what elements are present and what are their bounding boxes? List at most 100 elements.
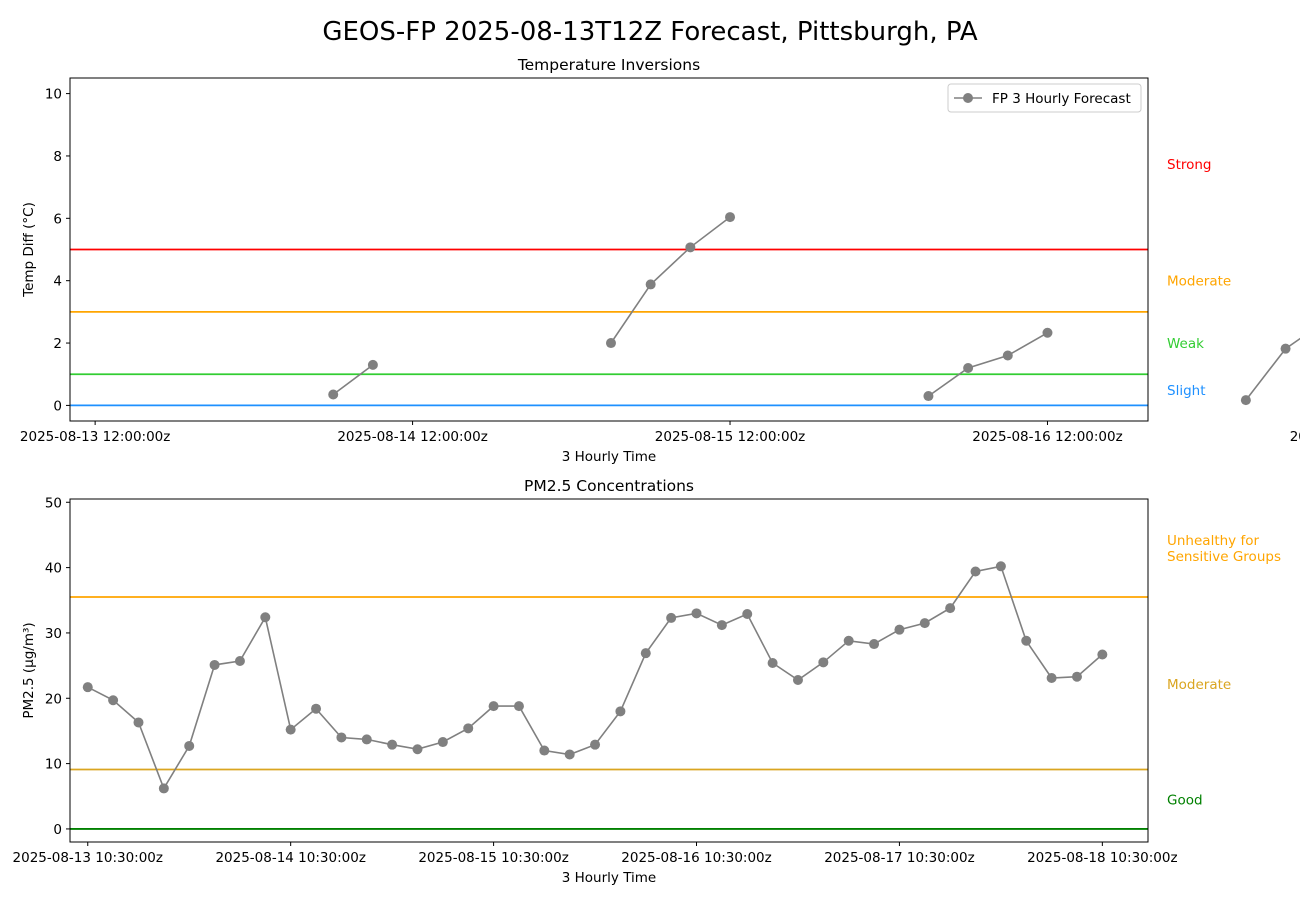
legend: FP 3 Hourly Forecast [947, 83, 1142, 113]
x-axis-label: 3 Hourly Time [562, 449, 656, 465]
series-line-segment [610, 216, 731, 344]
data-point [1046, 673, 1057, 684]
x-tick-label: 2025-08-18 10:30:00z [1027, 850, 1177, 866]
y-tick-label: 40 [45, 561, 62, 577]
data-point [108, 695, 119, 706]
data-point [1002, 350, 1013, 361]
legend-entry-label: FP 3 Hourly Forecast [992, 91, 1131, 107]
category-label-line: Unhealthy for [1167, 533, 1259, 549]
data-point [716, 620, 727, 631]
data-point [328, 389, 339, 400]
y-tick-label: 0 [53, 398, 62, 414]
data-point [792, 674, 803, 685]
figure-title: GEOS-FP 2025-08-13T12Z Forecast, Pittsbu… [322, 17, 978, 47]
data-point [590, 739, 601, 750]
category-label-strong: Strong [1167, 157, 1212, 173]
data-point [133, 717, 144, 728]
data-point [742, 608, 753, 619]
category-label-line: Slight [1167, 383, 1206, 399]
data-point [387, 739, 398, 750]
category-label-moderate: Moderate [1167, 274, 1231, 290]
y-tick-label: 8 [53, 149, 62, 165]
category-label-moderate: Moderate [1167, 677, 1231, 693]
data-point [894, 624, 905, 635]
data-point [818, 657, 829, 668]
y-axis-label: PM2.5 (μg/m³) [21, 622, 37, 718]
data-point [158, 783, 169, 794]
data-point [767, 657, 778, 668]
data-point [645, 279, 656, 290]
x-tick-label: 2025-08-14 10:30:00z [215, 850, 365, 866]
y-tick-label: 10 [45, 87, 62, 103]
x-tick-label: 2025-08-17 10:30:00z [824, 850, 974, 866]
category-label-line: Weak [1167, 336, 1204, 352]
y-tick-label: 50 [45, 495, 62, 511]
data-point [564, 749, 575, 760]
category-label-slight: Slight [1167, 383, 1206, 399]
data-point [615, 706, 626, 717]
data-point [513, 701, 524, 712]
data-point [1240, 395, 1251, 406]
data-point [691, 608, 702, 619]
category-label-good: Good [1167, 793, 1203, 809]
chart-title: PM2.5 Concentrations [524, 477, 694, 495]
plot-frame [69, 498, 1149, 843]
data-point [843, 635, 854, 646]
category-label-line: Moderate [1167, 274, 1231, 290]
data-point [412, 744, 423, 755]
x-tick-label: 2025-08-13 12:00:00z [20, 429, 170, 445]
data-point [970, 566, 981, 577]
temperature-inversions-panel: Temperature Inversions 0 2 4 6 8 10 2025-08-13 … [20, 56, 1300, 465]
data-point [184, 740, 195, 751]
pm25-concentrations-panel: PM2.5 Concentrations 0 10 20 30 40 50 2025-08-1… [13, 477, 1281, 886]
x-tick-label: 2025-08-15 12:00:00z [655, 429, 805, 445]
y-tick-label: 10 [45, 757, 62, 773]
data-point [725, 212, 736, 223]
y-tick-label: 0 [53, 822, 62, 838]
x-axis-label: 3 Hourly Time [562, 870, 656, 886]
data-point [463, 723, 474, 734]
data-point [488, 701, 499, 712]
data-point [367, 359, 378, 370]
series-line-segment [1245, 337, 1300, 401]
data-point [869, 639, 880, 650]
data-point [923, 391, 934, 402]
data-point [82, 682, 93, 693]
category-label-unhealthy-for: Unhealthy for Sensitive Groups [1167, 533, 1281, 565]
series-line-segment [927, 332, 1048, 397]
data-point [1021, 635, 1032, 646]
data-point [605, 338, 616, 349]
y-tick-label: 6 [53, 211, 62, 227]
x-tick-label: 2025-08-16 12:00:00z [972, 429, 1122, 445]
category-label-line: Sensitive Groups [1167, 549, 1281, 565]
data-point [539, 745, 550, 756]
category-label-line: Moderate [1167, 677, 1231, 693]
data-point [209, 659, 220, 670]
data-point [1097, 649, 1108, 660]
y-axis-label: Temp Diff (°C) [21, 202, 37, 298]
category-label-line: Good [1167, 793, 1203, 809]
data-point [1042, 327, 1053, 338]
data-point [234, 656, 245, 667]
y-tick-label: 20 [45, 691, 62, 707]
y-tick-label: 4 [53, 274, 62, 290]
category-label-weak: Weak [1167, 336, 1204, 352]
y-tick-label: 2 [53, 336, 62, 352]
data-point [437, 737, 448, 748]
x-tick-label: 2025-08-15 10:30:00z [418, 850, 568, 866]
data-point [1071, 671, 1082, 682]
plot-frame [69, 77, 1149, 422]
data-point [311, 703, 322, 714]
data-point [995, 561, 1006, 572]
data-point [1280, 343, 1291, 354]
data-point [685, 242, 696, 253]
category-label-line: Strong [1167, 157, 1212, 173]
data-point [666, 612, 677, 623]
x-tick-label: 2025-08-13 10:30:00z [13, 850, 163, 866]
legend-box [947, 83, 1142, 113]
data-point [260, 612, 271, 623]
data-point [945, 603, 956, 614]
data-point [640, 648, 651, 659]
data-point [361, 734, 372, 745]
